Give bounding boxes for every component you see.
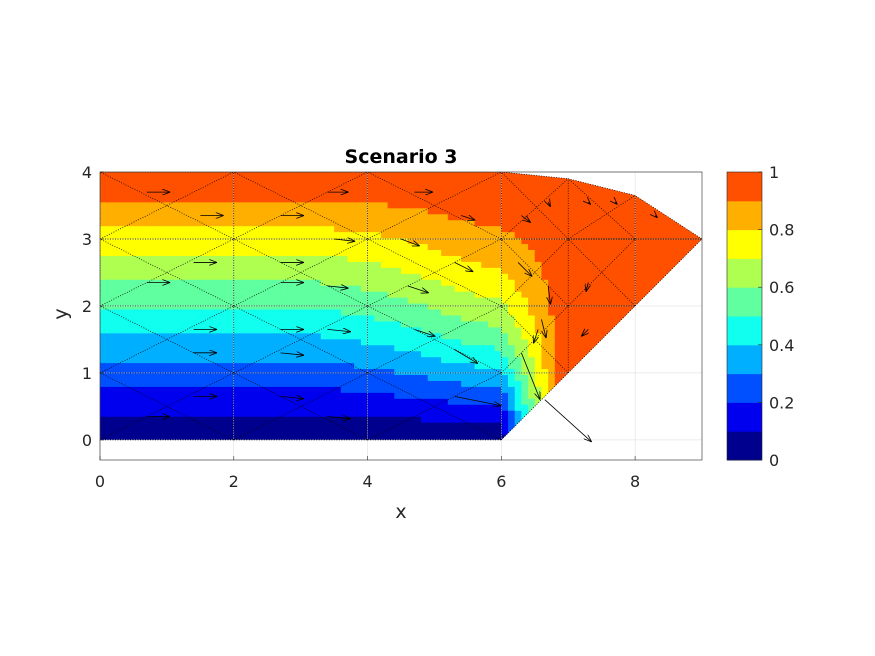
velocity-arrow <box>327 329 350 331</box>
y-tick-label: 1 <box>82 364 92 383</box>
velocity-arrow <box>586 282 588 292</box>
velocity-vectors <box>146 192 658 442</box>
mesh-edge <box>567 178 636 240</box>
velocity-arrow <box>521 352 540 400</box>
colorbar-swatch <box>727 229 762 259</box>
mesh-edge <box>567 238 636 307</box>
mesh-edge <box>568 195 636 240</box>
x-tick-labels: 0 2 4 6 8 <box>95 456 640 491</box>
y-tick-label: 0 <box>82 431 92 450</box>
colorbar-swatch <box>727 373 762 403</box>
triangular-mesh <box>100 172 702 441</box>
velocity-arrow <box>280 353 304 355</box>
colorbar-swatch <box>727 287 762 317</box>
colorbar-swatch <box>727 402 762 432</box>
colorbar-tick-label: 0.2 <box>769 393 794 412</box>
colorbar-tick-label: 0 <box>769 451 779 470</box>
colorbar-swatch <box>727 258 762 288</box>
velocity-arrow <box>327 286 348 288</box>
colorbar: 0 0.2 0.4 0.6 0.8 1 <box>726 163 794 470</box>
velocity-arrow <box>461 216 475 221</box>
velocity-arrow <box>533 329 538 343</box>
velocity-arrow <box>588 202 590 204</box>
mesh-edge <box>501 305 569 374</box>
velocity-arrow <box>655 216 657 218</box>
velocity-arrow <box>454 262 474 271</box>
velocity-arrow <box>334 239 355 241</box>
colorbar-tick-label: 0.8 <box>769 221 794 240</box>
velocity-arrow <box>454 349 478 363</box>
velocity-arrow <box>615 202 617 204</box>
plot-axes: 0 2 4 6 8 0 1 2 3 4 <box>82 163 703 491</box>
velocity-arrow <box>400 238 420 246</box>
colorbar-tick-label: 0.6 <box>769 278 794 297</box>
velocity-arrow <box>407 285 429 293</box>
mesh-edge <box>567 305 636 374</box>
mesh-edge <box>501 238 569 307</box>
x-axis-label: x <box>395 501 406 523</box>
mesh-edge <box>501 172 569 240</box>
mesh-edge <box>501 238 569 307</box>
velocity-arrow <box>327 416 350 418</box>
x-tick-label: 2 <box>229 472 239 491</box>
mesh-edge <box>501 305 569 374</box>
x-tick-label: 0 <box>95 472 105 491</box>
y-tick-label: 3 <box>82 230 92 249</box>
velocity-arrow <box>280 396 304 398</box>
colorbar-swatch <box>727 344 762 375</box>
velocity-arrow <box>517 262 532 276</box>
velocity-arrow <box>541 319 546 338</box>
mesh-edge <box>567 238 636 307</box>
x-tick-label: 6 <box>496 472 506 491</box>
colorbar-tick-label: 0.4 <box>769 336 794 355</box>
mesh-edge <box>634 195 702 240</box>
mesh-edge <box>501 178 569 240</box>
velocity-arrow <box>548 285 550 305</box>
y-axis-label: y <box>50 308 72 319</box>
chart-title: Scenario 3 <box>345 146 458 168</box>
mesh-edge <box>634 238 702 307</box>
velocity-arrow <box>581 329 588 336</box>
colorbar-swatch <box>727 431 762 461</box>
y-tick-labels: 0 1 2 3 4 <box>82 163 104 450</box>
mesh-edge <box>501 372 569 441</box>
velocity-arrow <box>544 399 592 442</box>
x-tick-label: 4 <box>362 472 372 491</box>
velocity-arrow <box>454 395 502 405</box>
colorbar-swatch <box>727 172 762 202</box>
colorbar-swatch <box>727 316 762 346</box>
x-tick-label: 8 <box>630 472 640 491</box>
y-tick-label: 4 <box>82 163 92 182</box>
colorbar-swatch <box>727 200 762 231</box>
y-tick-label: 2 <box>82 297 92 316</box>
axes-box <box>99 171 703 461</box>
velocity-arrow <box>548 202 550 207</box>
velocity-arrow <box>414 329 435 336</box>
velocity-arrow <box>521 215 530 223</box>
colorbar-tick-label: 1 <box>769 163 779 182</box>
